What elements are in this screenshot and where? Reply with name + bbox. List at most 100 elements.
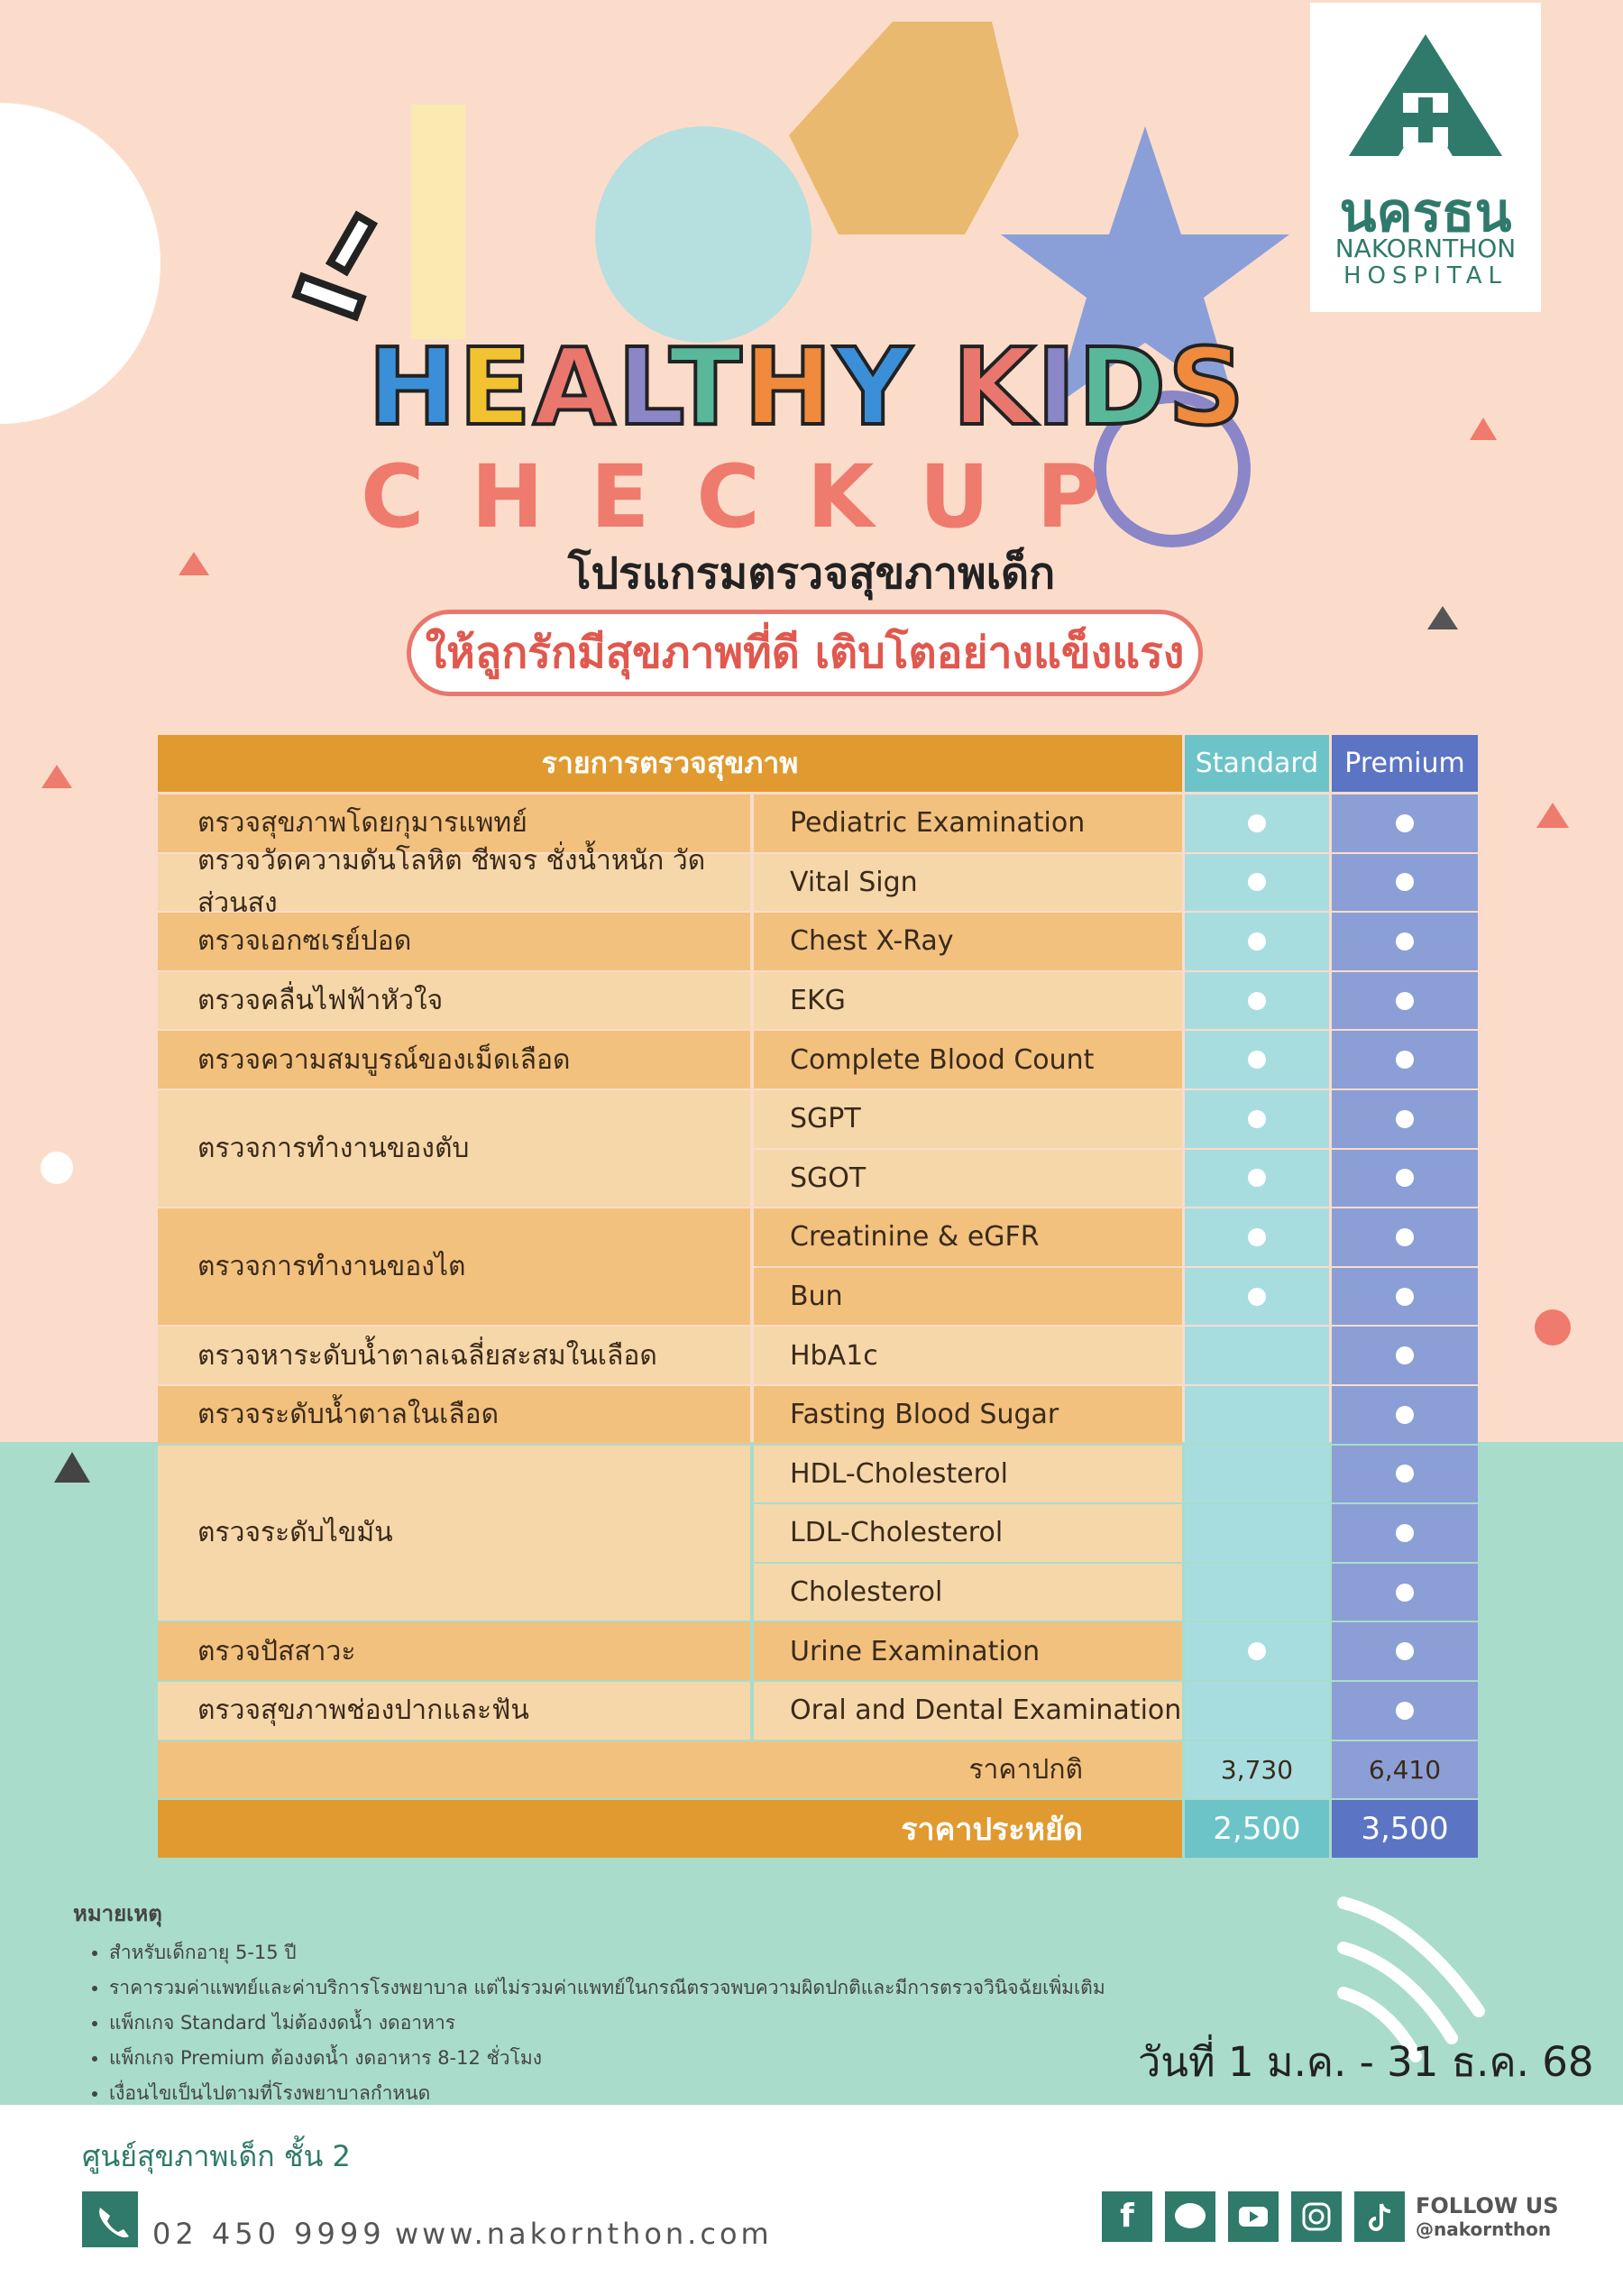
premium-cell (1332, 1682, 1478, 1740)
exam-en: Oral and Dental Examination (754, 1682, 1182, 1740)
included-dot (1396, 1051, 1414, 1070)
exam-thai: ตรวจวัดความดันโลหิต ชีพจร ชั่งน้ำหนัก วั… (158, 845, 750, 919)
handle: @nakornthon (1416, 2218, 1552, 2240)
premium-cell (1332, 1563, 1478, 1621)
logo-name: NAKORNTHON (1334, 234, 1517, 263)
included-dot (1396, 1642, 1414, 1661)
standard-cell (1185, 1622, 1329, 1680)
standard-cell (1185, 1149, 1329, 1208)
exam-en: HbA1c (754, 1327, 1182, 1384)
phone: 02 450 9999 (152, 2217, 386, 2251)
title-letter: K (950, 323, 1037, 451)
exam-thai: ตรวจเอกซเรย์ปอด (158, 913, 750, 970)
included-dot (1396, 1287, 1414, 1306)
included-dot (1248, 813, 1266, 832)
included-dot (1248, 1642, 1266, 1661)
header-cell: รายการตรวจสุขภาพ (158, 735, 1182, 792)
tagline: ให้ลูกรักมีสุขภาพที่ดี เติบโตอย่างแข็งแร… (407, 610, 1203, 696)
included-dot (1396, 932, 1414, 951)
premium-cell (1332, 1267, 1478, 1326)
included-dot (1396, 1405, 1414, 1424)
included-dot (1396, 1346, 1414, 1365)
title-letter: H (366, 323, 459, 451)
tiktok-icon[interactable] (1354, 2191, 1405, 2242)
exam-en: Creatinine & eGFR (754, 1208, 1182, 1266)
premium-cell (1332, 1622, 1478, 1680)
exam-en: SGOT (754, 1149, 1182, 1208)
standard-cell (1185, 1563, 1329, 1621)
title-thai: โปรแกรมตรวจสุขภาพเด็ก (567, 548, 1056, 599)
note-item: แพ็กเกจ Premium ต้องงดน้ำ งดอาหาร 8-12 ช… (109, 2043, 1155, 2073)
included-dot (1396, 1583, 1414, 1602)
included-dot (1248, 1169, 1266, 1188)
header-cell: Premium (1332, 735, 1478, 792)
included-dot (1248, 873, 1266, 892)
standard-cell (1185, 853, 1329, 912)
included-dot (1396, 813, 1414, 832)
exam-en: Cholesterol (754, 1563, 1182, 1621)
premium-cell (1332, 1090, 1478, 1148)
included-dot (1396, 1701, 1414, 1720)
exam-thai: ตรวจระดับน้ำตาลในเลือด (158, 1386, 750, 1444)
instagram-icon[interactable] (1291, 2191, 1342, 2242)
notes-title: หมายเหตุ (73, 1901, 162, 1926)
logo-thai: นครธน (1339, 181, 1512, 244)
exam-en: LDL-Cholesterol (754, 1504, 1182, 1562)
included-dot (1248, 1227, 1266, 1246)
exam-thai: ตรวจระดับไขมัน (158, 1445, 750, 1621)
logo-sub: HOSPITAL (1343, 262, 1508, 289)
price-standard: 2,500 (1185, 1800, 1329, 1858)
title-letter: H (742, 323, 835, 451)
standard-cell (1185, 794, 1329, 852)
standard-cell (1185, 1445, 1329, 1503)
standard-cell (1185, 1682, 1329, 1740)
exam-en: Pediatric Examination (754, 794, 1182, 852)
included-dot (1396, 1227, 1414, 1246)
center-name: ศูนย์สุขภาพเด็ก ชั้น 2 (82, 2139, 351, 2173)
premium-cell (1332, 1327, 1478, 1384)
logo-box: นครธน NAKORNTHON HOSPITAL (1310, 3, 1541, 312)
included-dot (1396, 1465, 1414, 1483)
premium-cell (1332, 794, 1478, 852)
exam-thai: ตรวจการทำงานของตับ (158, 1090, 750, 1208)
exam-en: Bun (754, 1267, 1182, 1326)
standard-cell (1185, 1208, 1329, 1266)
exam-thai: ตรวจสุขภาพช่องปากและฟัน (158, 1682, 750, 1740)
exam-thai: ตรวจความสมบูรณ์ของเม็ดเลือด (158, 1031, 750, 1088)
title-letter: Y (832, 323, 913, 451)
title-letter: T (667, 323, 744, 451)
title-letter: D (1076, 323, 1169, 451)
premium-cell (1332, 913, 1478, 970)
price-label: ราคาประหยัด (158, 1800, 1182, 1858)
line-icon[interactable] (1165, 2191, 1215, 2242)
title-letter: L (615, 323, 670, 451)
price-label: ราคาปกติ (158, 1740, 1182, 1799)
date: วันที่ 1 ม.ค. - 31 ธ.ค. 68 (1138, 2038, 1594, 2086)
youtube-icon[interactable] (1228, 2191, 1279, 2242)
premium-cell (1332, 1149, 1478, 1208)
title-letter: E (457, 323, 534, 451)
standard-cell (1185, 971, 1329, 1030)
included-dot (1248, 1051, 1266, 1070)
included-dot (1396, 873, 1414, 892)
facebook-icon[interactable]: f (1102, 2191, 1152, 2242)
included-dot (1396, 991, 1414, 1010)
exam-thai: ตรวจการทำงานของไต (158, 1208, 750, 1326)
price-premium: 6,410 (1332, 1740, 1478, 1799)
note-item: แพ็กเกจ Standard ไม่ต้องงดน้ำ งดอาหาร (109, 2008, 1155, 2038)
notes: หมายเหตุ สำหรับเด็กอายุ 5-15 ปีราคารวมค่… (73, 1896, 1155, 2114)
phone-icon (82, 2191, 138, 2247)
exam-en: Urine Examination (754, 1622, 1182, 1680)
exam-en: Chest X-Ray (754, 913, 1182, 970)
logo-mark (1349, 34, 1502, 156)
included-dot (1248, 991, 1266, 1010)
exam-thai: ตรวจปัสสาวะ (158, 1622, 750, 1680)
premium-cell (1332, 971, 1478, 1030)
title-letter: I (1034, 323, 1078, 451)
exam-en: Complete Blood Count (754, 1031, 1182, 1088)
premium-cell (1332, 1445, 1478, 1503)
website: www.nakornthon.com (395, 2217, 773, 2251)
exam-thai: ตรวจหาระดับน้ำตาลเฉลี่ยสะสมในเลือด (158, 1327, 750, 1384)
